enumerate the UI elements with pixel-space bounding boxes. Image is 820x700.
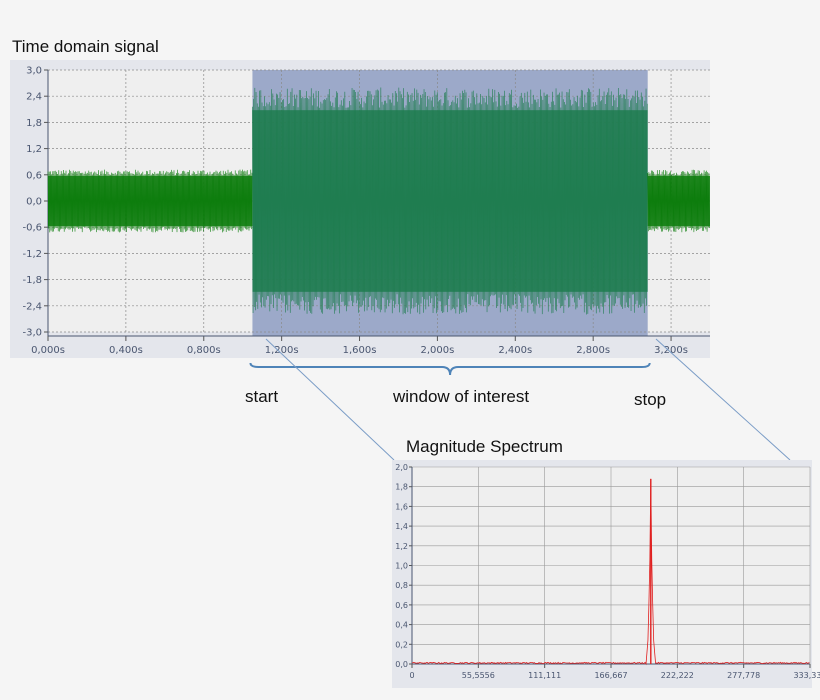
time-y-tick-label: 0,6 (26, 170, 42, 181)
spectrum-trace (411, 478, 810, 666)
time-x-tick-label: 3,200s (654, 345, 688, 356)
spectrum-y-tick-label: 2,0 (395, 463, 408, 472)
time-y-tick-label: -0,6 (22, 223, 42, 234)
connector-line-stop (655, 338, 791, 461)
spectrum-x-tick-label: 333,333 (793, 671, 820, 680)
window-bracket (249, 362, 651, 376)
spectrum-x-tick-label: 166,667 (594, 671, 627, 680)
spectrum-x-tick-label: 222,222 (661, 671, 694, 680)
time-x-tick-label: 2,000s (420, 345, 454, 356)
spectrum-y-tick-label: 1,0 (395, 562, 408, 571)
time-y-tick-label: -2,4 (22, 301, 42, 312)
signal-trace-before-window (47, 169, 253, 233)
time-y-tick-label: 1,8 (26, 118, 42, 129)
spectrum-y-tick-label: 1,4 (395, 522, 408, 531)
spectrum-y-tick-label: 0,8 (395, 581, 408, 590)
stop-label: stop (634, 390, 667, 409)
connector-line-start (265, 338, 395, 461)
time-x-tick-label: 2,800s (576, 345, 610, 356)
spectrum-y-tick-label: 1,2 (395, 542, 408, 551)
time-x-tick-label: 1,200s (265, 345, 299, 356)
window-of-interest-label: window of interest (393, 387, 530, 406)
time-domain-title: Time domain signal (12, 37, 159, 56)
spectrum-x-tick-label: 111,111 (528, 671, 561, 680)
time-y-tick-label: 3,0 (26, 66, 42, 77)
spectrum-x-tick-label: 55,5556 (462, 671, 495, 680)
start-label: start (245, 387, 279, 406)
spectrum-x-tick-label: 277,778 (727, 671, 760, 680)
time-x-tick-label: 1,600s (343, 345, 377, 356)
time-y-tick-label: 2,4 (26, 92, 42, 103)
time-x-tick-label: 0,800s (187, 345, 221, 356)
time-x-tick-label: 0,400s (109, 345, 143, 356)
spectrum-y-tick-label: 0,4 (395, 621, 408, 630)
spectrum-y-tick-label: 1,6 (395, 502, 408, 511)
spectrum-x-tick-label: 0 (409, 671, 414, 680)
time-y-tick-label: -3,0 (22, 328, 42, 339)
time-y-tick-label: -1,2 (22, 249, 42, 260)
spectrum-y-tick-label: 0,2 (395, 640, 408, 649)
time-y-tick-label: 1,2 (26, 144, 42, 155)
time-x-tick-label: 0,000s (31, 345, 65, 356)
spectrum-y-tick-label: 0,6 (395, 601, 408, 610)
time-y-tick-label: -1,8 (22, 275, 42, 286)
spectrum-y-tick-label: 1,8 (395, 483, 408, 492)
signal-trace-after-window (647, 169, 710, 233)
signal-trace-window (252, 87, 648, 315)
spectrum-y-tick-label: 0,0 (395, 660, 408, 669)
time-x-tick-label: 2,400s (498, 345, 532, 356)
time-y-tick-label: 0,0 (26, 197, 42, 208)
spectrum-title: Magnitude Spectrum (406, 437, 563, 456)
